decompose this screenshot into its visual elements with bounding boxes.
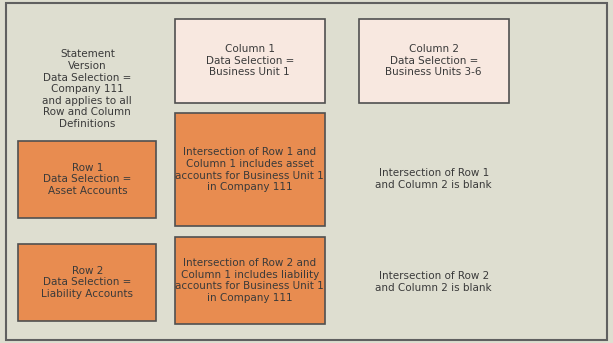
Bar [359, 19, 509, 103]
Bar [175, 113, 325, 226]
Text: Intersection of Row 1
and Column 2 is blank: Intersection of Row 1 and Column 2 is bl… [375, 168, 492, 190]
Text: Row 1
Data Selection =
Asset Accounts: Row 1 Data Selection = Asset Accounts [43, 163, 132, 196]
Text: Statement
Version
Data Selection =
Company 111
and applies to all
Row and Column: Statement Version Data Selection = Compa… [42, 49, 132, 129]
Text: Intersection of Row 1 and
Column 1 includes asset
accounts for Business Unit 1
i: Intersection of Row 1 and Column 1 inclu… [175, 147, 324, 192]
Text: Column 1
Data Selection =
Business Unit 1: Column 1 Data Selection = Business Unit … [205, 44, 294, 78]
Bar [18, 141, 156, 218]
Text: Intersection of Row 2
and Column 2 is blank: Intersection of Row 2 and Column 2 is bl… [375, 271, 492, 293]
Text: Row 2
Data Selection =
Liability Accounts: Row 2 Data Selection = Liability Account… [41, 265, 134, 299]
Text: Column 2
Data Selection =
Business Units 3-6: Column 2 Data Selection = Business Units… [386, 44, 482, 78]
Bar [175, 19, 325, 103]
Bar [18, 244, 156, 321]
Bar [175, 237, 325, 324]
Text: Intersection of Row 2 and
Column 1 includes liability
accounts for Business Unit: Intersection of Row 2 and Column 1 inclu… [175, 258, 324, 303]
